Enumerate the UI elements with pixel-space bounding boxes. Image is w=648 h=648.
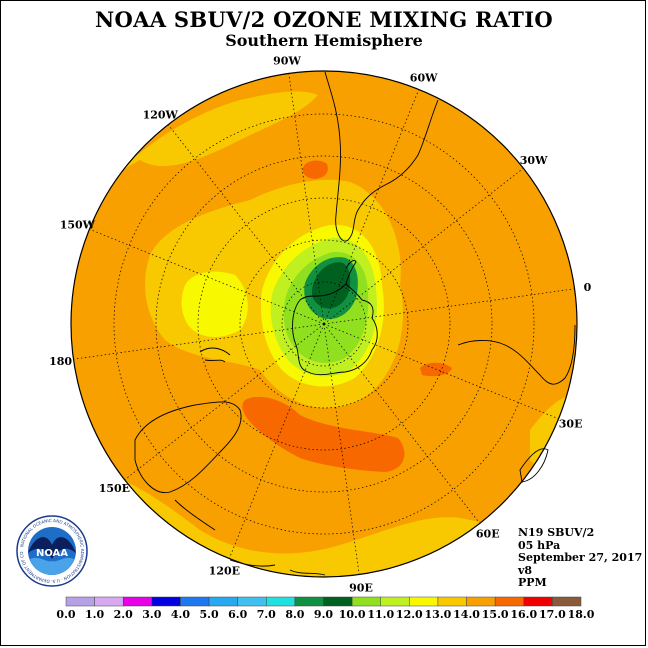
info-panel: N19 SBUV/2 05 hPa September 27, 2017 v8 … <box>518 526 643 590</box>
band-13-14-northwest <box>71 91 318 230</box>
maritime-continent <box>174 499 326 576</box>
longitude-label: 120E <box>209 565 240 578</box>
longitude-label: 150E <box>99 482 130 495</box>
ozone-field <box>71 71 577 577</box>
logo-text: NOAA <box>36 548 68 559</box>
units-label: PPM <box>518 576 547 589</box>
latitude-circle <box>281 281 367 367</box>
page-title: NOAA SBUV/2 OZONE MIXING RATIO <box>95 7 553 32</box>
map-border <box>70 70 578 578</box>
madagascar <box>519 448 549 483</box>
australia-coast <box>134 401 242 494</box>
page-subtitle: Southern Hemisphere <box>225 31 423 50</box>
longitude-label: 150W <box>60 218 96 231</box>
longitude-label: 60E <box>476 528 500 541</box>
date-label: September 27, 2017 <box>518 551 643 564</box>
latitude-circle <box>113 113 535 535</box>
antarctica-coast <box>292 283 378 376</box>
antarctic-peninsula <box>345 259 357 285</box>
latitude-circle <box>239 239 409 409</box>
version-label: v8 <box>518 563 533 577</box>
band-8-9 <box>311 262 351 309</box>
new-zealand <box>199 347 231 363</box>
latitude-circle <box>197 197 451 451</box>
longitude-label: 120W <box>143 108 179 121</box>
longitude-label: 90W <box>273 55 301 68</box>
logo-wave-icon <box>30 557 74 575</box>
noaa-logo: NOAA NATIONAL OCEANIC AND ATMOSPHERIC AD… <box>16 515 88 587</box>
satellite-label: N19 SBUV/2 <box>518 526 595 539</box>
longitude-label: 30E <box>559 418 583 431</box>
logo-bird-icon <box>28 537 76 559</box>
pressure-label: 05 hPa <box>518 538 561 552</box>
latitude-circle <box>155 155 493 493</box>
band-15-16-north <box>302 160 328 179</box>
longitude-label: 0 <box>584 281 592 294</box>
coastlines <box>134 71 576 576</box>
longitude-labels: 90W 60W 30W 0 30E 60E 90E 120E 150E 180 150W 120W <box>49 55 591 595</box>
graticule <box>113 113 535 535</box>
longitude-label: 60W <box>410 71 438 84</box>
longitude-label: 30W <box>520 154 548 167</box>
longitude-label: 90E <box>349 581 373 594</box>
longitude-label: 180 <box>49 355 72 368</box>
south-america-coast <box>324 71 439 242</box>
band-15-16-south <box>242 396 405 472</box>
band-12-13-west <box>181 271 248 337</box>
